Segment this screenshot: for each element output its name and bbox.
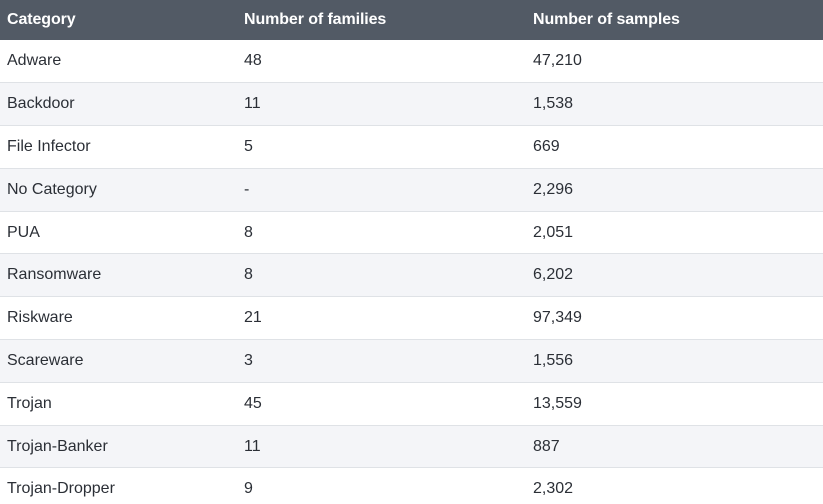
header-families: Number of families bbox=[244, 11, 387, 28]
table-row: Backdoor 11 1,538 bbox=[0, 82, 823, 126]
families-cell: 21 bbox=[244, 309, 262, 327]
table-row: File Infector 5 669 bbox=[0, 125, 823, 169]
table-row: Trojan 45 13,559 bbox=[0, 382, 823, 426]
header-samples: Number of samples bbox=[533, 11, 680, 28]
families-cell: 45 bbox=[244, 394, 262, 412]
category-cell: Scareware bbox=[7, 351, 84, 369]
table-row: Ransomware 8 6,202 bbox=[0, 253, 823, 297]
header-row: Category Number of families Number of sa… bbox=[0, 0, 823, 40]
samples-cell: 6,202 bbox=[533, 266, 574, 284]
families-cell: 8 bbox=[244, 266, 253, 284]
table-row: Riskware 21 97,349 bbox=[0, 296, 823, 340]
families-cell: 11 bbox=[244, 437, 261, 455]
header-category: Category bbox=[7, 11, 76, 28]
samples-cell: 887 bbox=[533, 437, 560, 455]
families-cell: 11 bbox=[244, 95, 261, 113]
category-cell: Ransomware bbox=[7, 266, 102, 284]
table-row: Trojan-Dropper 9 2,302 bbox=[0, 467, 823, 504]
category-cell: PUA bbox=[7, 223, 40, 241]
samples-cell: 47,210 bbox=[533, 52, 582, 70]
category-cell: Riskware bbox=[7, 309, 73, 327]
table-body: Adware 48 47,210 Backdoor 11 1,538 File … bbox=[0, 40, 823, 504]
samples-cell: 2,296 bbox=[533, 180, 574, 198]
category-cell: Adware bbox=[7, 52, 62, 70]
category-cell: Backdoor bbox=[7, 95, 75, 113]
samples-cell: 1,538 bbox=[533, 95, 574, 113]
samples-cell: 2,051 bbox=[533, 223, 574, 241]
samples-cell: 2,302 bbox=[533, 480, 574, 498]
families-cell: 8 bbox=[244, 223, 253, 241]
table-row: PUA 8 2,051 bbox=[0, 211, 823, 254]
category-cell: Trojan bbox=[7, 394, 52, 412]
samples-cell: 669 bbox=[533, 137, 560, 155]
table-header: Category Number of families Number of sa… bbox=[0, 0, 823, 40]
category-cell: File Infector bbox=[7, 137, 91, 155]
families-cell: 3 bbox=[244, 351, 253, 369]
table-row: Trojan-Banker 11 887 bbox=[0, 425, 823, 468]
families-cell: - bbox=[244, 180, 250, 198]
table-row: No Category - 2,296 bbox=[0, 168, 823, 212]
samples-cell: 1,556 bbox=[533, 351, 574, 369]
category-cell: No Category bbox=[7, 180, 97, 198]
families-cell: 48 bbox=[244, 52, 262, 70]
category-cell: Trojan-Banker bbox=[7, 437, 108, 455]
families-cell: 9 bbox=[244, 480, 253, 498]
samples-cell: 13,559 bbox=[533, 394, 582, 412]
category-cell: Trojan-Dropper bbox=[7, 480, 115, 498]
families-cell: 5 bbox=[244, 137, 253, 155]
samples-cell: 97,349 bbox=[533, 309, 582, 327]
table-row: Adware 48 47,210 bbox=[0, 40, 823, 83]
table-row: Scareware 3 1,556 bbox=[0, 339, 823, 383]
